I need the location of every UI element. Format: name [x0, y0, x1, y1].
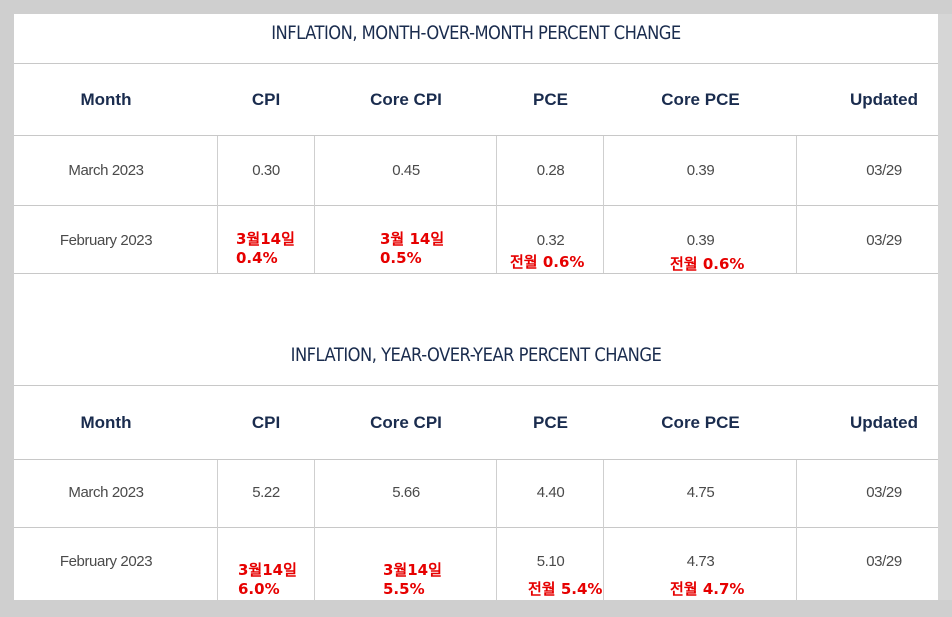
column-separator — [314, 460, 315, 600]
column-header-core-pce: Core PCE — [661, 90, 740, 109]
annotation-core-cpi: 3월14일 5.5% — [383, 561, 442, 598]
cell-pce: 0.28 — [536, 162, 565, 179]
cell-cpi: 5.22 — [252, 484, 280, 501]
column-header-core-cpi: Core CPI — [370, 413, 442, 432]
cell-core-pce: 4.75 — [686, 484, 715, 501]
yoy-title: INFLATION, YEAR-OVER-YEAR PERCENT CHANGE — [290, 344, 662, 366]
cell-cpi: 0.30 — [252, 162, 280, 179]
divider — [14, 527, 938, 528]
annotation-cpi: 3월14일 0.4% — [236, 230, 295, 267]
annotation-pce: 전월 5.4% — [528, 580, 603, 598]
cell-pce: 4.40 — [536, 484, 565, 501]
column-header-month: Month — [80, 413, 132, 432]
cell-core-pce: 4.73 — [686, 553, 715, 570]
column-header-core-pce: Core PCE — [661, 413, 740, 432]
column-header-month: Month — [80, 90, 132, 109]
cell-updated: 03/29 — [866, 484, 902, 501]
cell-month: March 2023 — [68, 162, 144, 179]
annotation-cpi: 3월14일 6.0% — [238, 561, 297, 598]
cell-pce: 0.32 — [536, 232, 565, 249]
column-header-core-cpi: Core CPI — [370, 90, 442, 109]
cell-updated: 03/29 — [866, 232, 902, 249]
column-header-pce: PCE — [533, 90, 568, 109]
column-header-cpi: CPI — [251, 90, 281, 109]
divider — [14, 385, 938, 386]
cell-month: February 2023 — [59, 553, 153, 570]
cell-month: March 2023 — [68, 484, 144, 501]
divider — [14, 63, 938, 64]
cell-updated: 03/29 — [866, 553, 902, 570]
annotation-pce: 전월 0.6% — [510, 253, 585, 271]
mom-title: INFLATION, MONTH-OVER-MONTH PERCENT CHAN… — [271, 22, 681, 44]
scrollbar[interactable] — [938, 14, 952, 600]
cell-pce: 5.10 — [536, 553, 565, 570]
annotation-core-cpi: 3월 14일 0.5% — [380, 230, 445, 267]
cell-month: February 2023 — [59, 232, 153, 249]
annotation-core-pce: 전월 0.6% — [670, 255, 745, 273]
column-separator — [603, 460, 604, 600]
column-header-updated: Updated — [850, 90, 918, 109]
divider — [14, 459, 938, 460]
column-separator — [496, 136, 497, 273]
divider — [14, 135, 938, 136]
inflation-panel: INFLATION, MONTH-OVER-MONTH PERCENT CHAN… — [14, 14, 938, 600]
column-separator — [796, 460, 797, 600]
column-separator — [217, 460, 218, 600]
divider — [14, 205, 938, 206]
divider — [14, 273, 938, 274]
cell-core-pce: 0.39 — [686, 232, 715, 249]
column-header-pce: PCE — [533, 413, 568, 432]
column-separator — [603, 136, 604, 273]
cell-core-pce: 0.39 — [686, 162, 715, 179]
column-separator — [496, 460, 497, 600]
cell-core-cpi: 0.45 — [392, 162, 420, 179]
cell-updated: 03/29 — [866, 162, 902, 179]
column-header-updated: Updated — [850, 413, 918, 432]
column-header-cpi: CPI — [251, 413, 281, 432]
column-separator — [314, 136, 315, 273]
column-separator — [796, 136, 797, 273]
column-separator — [217, 136, 218, 273]
cell-core-cpi: 5.66 — [392, 484, 420, 501]
annotation-core-pce: 전월 4.7% — [670, 580, 745, 598]
